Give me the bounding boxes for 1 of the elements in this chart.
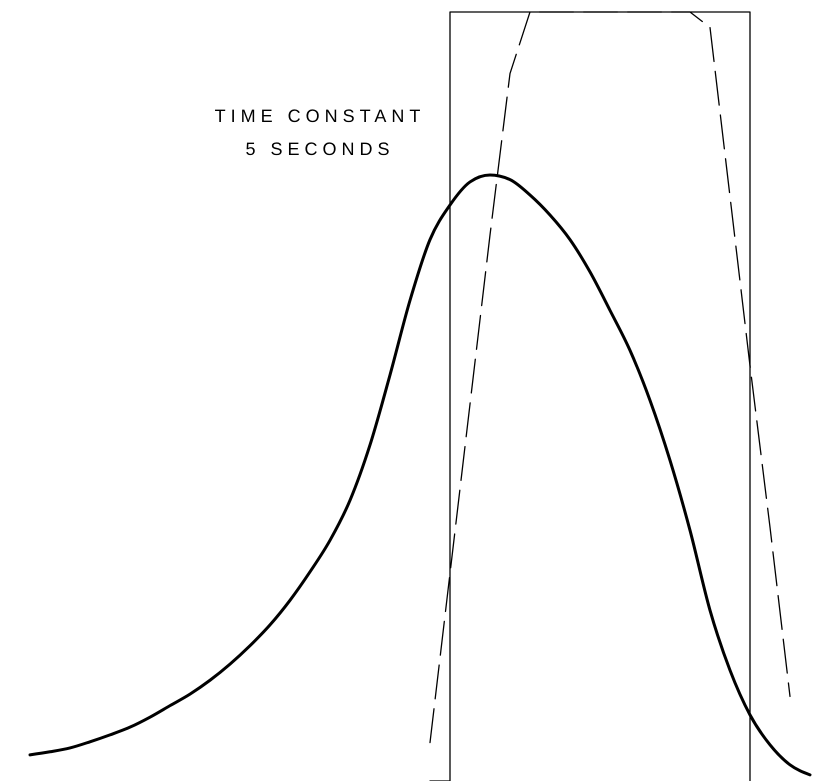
annotation: TIME CONSTANT 5 SECONDS <box>214 106 426 159</box>
